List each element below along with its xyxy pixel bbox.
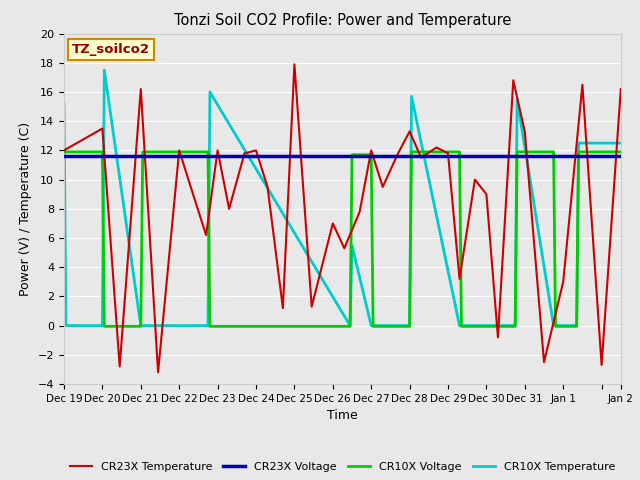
X-axis label: Time: Time — [327, 409, 358, 422]
Legend: CR23X Temperature, CR23X Voltage, CR10X Voltage, CR10X Temperature: CR23X Temperature, CR23X Voltage, CR10X … — [65, 457, 620, 477]
Text: TZ_soilco2: TZ_soilco2 — [72, 43, 150, 56]
Title: Tonzi Soil CO2 Profile: Power and Temperature: Tonzi Soil CO2 Profile: Power and Temper… — [173, 13, 511, 28]
Y-axis label: Power (V) / Temperature (C): Power (V) / Temperature (C) — [19, 122, 32, 296]
